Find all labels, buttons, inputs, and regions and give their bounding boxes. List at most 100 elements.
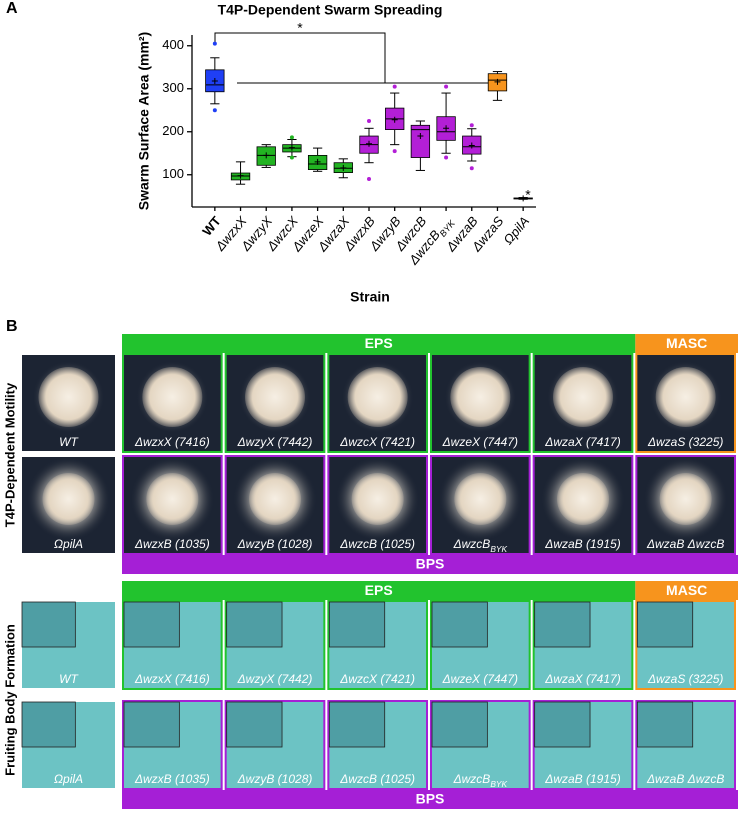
tile-label: ΔwzaB (1915) — [544, 772, 620, 786]
tile-inset — [123, 601, 180, 648]
tile-label: ΔwzxX (7416) — [134, 435, 210, 449]
tile-inset — [636, 701, 694, 748]
group-header-label: EPS — [365, 582, 393, 598]
tile-label: ΩpilA — [54, 537, 83, 551]
box — [410, 124, 431, 158]
tile-label: ΔwzaB ΔwzcB — [646, 537, 724, 551]
mean-marker — [443, 125, 450, 132]
colony — [659, 473, 712, 525]
panel-label: A — [6, 0, 18, 17]
row-group-label: T4P-Dependent Motility — [2, 382, 17, 527]
tile-label: ΔwzaB (1915) — [544, 537, 620, 551]
mean-marker — [288, 144, 295, 151]
tile-label: ΔwzyX (7442) — [237, 435, 313, 449]
tile-label: ΔwzeX (7447) — [442, 435, 518, 449]
colony — [450, 367, 511, 427]
significance-star: * — [297, 20, 303, 36]
colony — [245, 367, 305, 427]
tile-inset — [534, 701, 591, 748]
tile-label: ΔwzeX (7447) — [442, 672, 518, 686]
colony — [553, 367, 613, 427]
tile-label: ΔwzxB (1035) — [134, 537, 210, 551]
group-footer — [122, 555, 738, 574]
mean-marker — [468, 142, 475, 149]
colony — [42, 473, 95, 525]
tile-inset — [328, 601, 386, 648]
y-tick-label: 100 — [162, 166, 184, 181]
significance-bracket — [214, 32, 505, 84]
outlier — [392, 149, 397, 154]
group-header — [122, 581, 636, 600]
tile-label: ΔwzaS (3225) — [647, 672, 723, 686]
tile-label: ΔwzcB (1025) — [339, 772, 415, 786]
colony — [454, 473, 507, 525]
tile-label: ΩpilA — [54, 772, 83, 786]
tile-inset — [328, 701, 386, 748]
tile-label: WT — [59, 672, 79, 686]
colony — [249, 473, 301, 525]
group-footer-label: BPS — [416, 556, 445, 572]
panel-label: B — [6, 318, 18, 335]
y-tick-label: 400 — [162, 37, 184, 52]
colony — [655, 367, 716, 427]
group-footer — [122, 790, 738, 809]
outlier — [469, 123, 474, 128]
tile-label: ΔwzaX (7417) — [544, 672, 620, 686]
tile-inset — [226, 701, 283, 748]
tile-inset — [431, 701, 488, 748]
group-header — [635, 581, 738, 600]
outlier — [212, 41, 217, 46]
row-group-label: Fruiting Body Formation — [2, 624, 17, 776]
mean-marker — [366, 140, 372, 147]
tile-inset — [226, 601, 283, 648]
x-axis-label: Strain — [350, 289, 390, 305]
tile-label: ΔwzcX (7421) — [339, 672, 415, 686]
y-tick-label: 300 — [162, 80, 184, 95]
mean-marker — [263, 152, 270, 159]
mean-marker — [314, 158, 321, 165]
tile-label-sub: BYK — [490, 779, 507, 789]
mean-marker — [417, 133, 424, 140]
tile-label: WT — [59, 435, 79, 449]
outlier — [289, 135, 294, 140]
mean-marker — [340, 164, 347, 171]
group-header-label: MASC — [666, 582, 707, 598]
outlier — [444, 84, 449, 89]
mean-marker — [520, 195, 527, 202]
outlier — [289, 155, 294, 160]
tile-inset — [431, 601, 488, 648]
outlier — [212, 108, 217, 113]
tile-label: ΔwzyX (7442) — [237, 672, 313, 686]
group-footer-label: BPS — [416, 791, 445, 807]
tile-label: ΔwzaX (7417) — [544, 435, 620, 449]
tile-label: ΔwzxB (1035) — [134, 772, 210, 786]
tile-label: ΔwzcB (1025) — [339, 537, 415, 551]
mean-marker — [237, 172, 244, 179]
significance-star: * — [525, 187, 531, 203]
tile-label: ΔwzyB (1028) — [237, 537, 313, 551]
tile-label: ΔwzaS (3225) — [647, 435, 723, 449]
group-header — [635, 334, 738, 353]
group-header — [122, 334, 636, 353]
y-tick-label: 200 — [162, 123, 184, 138]
outlier — [367, 177, 371, 182]
tile-inset — [21, 601, 76, 648]
tile-inset — [21, 701, 76, 748]
group-header-label: MASC — [666, 335, 707, 351]
colony — [347, 367, 408, 427]
colony — [146, 473, 199, 525]
tile-label-main: ΔwzcB — [453, 537, 491, 551]
colony — [38, 367, 99, 427]
outlier — [469, 166, 474, 171]
mean-marker — [391, 116, 398, 123]
tile-label: ΔwzaB ΔwzcB — [646, 772, 724, 786]
chart-title: T4P-Dependent Swarm Spreading — [218, 2, 443, 18]
tile-label: ΔwzcBBYK — [453, 537, 508, 554]
tile-label-sub: BYK — [490, 544, 507, 554]
tile-inset — [636, 601, 694, 648]
tile-label: ΔwzyB (1028) — [237, 772, 313, 786]
y-axis-label: Swarm Surface Area (mm²) — [136, 32, 152, 210]
tile-inset — [534, 601, 591, 648]
outlier — [444, 155, 449, 160]
